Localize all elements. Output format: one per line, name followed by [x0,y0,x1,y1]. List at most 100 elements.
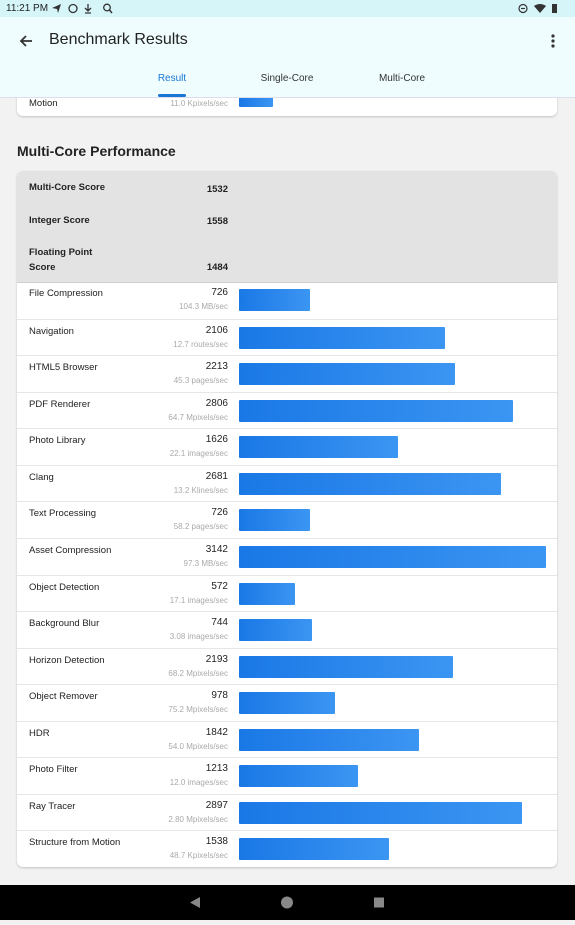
test-row: Navigation 2106 12.7 routes/sec [17,318,557,357]
test-row: Object Remover 978 75.2 Mpixels/sec [17,684,557,722]
notification-icons [52,3,113,14]
test-score: 1213 [205,763,228,775]
test-name: Background Blur [29,618,100,630]
test-name: HDR [29,727,50,739]
test-name: Structure from Motion [29,837,121,849]
test-detail: 104.3 MB/sec [179,302,228,311]
summary-score: 1484 [206,262,228,273]
summary-score: 1558 [206,216,228,227]
test-score: 978 [211,690,228,702]
test-score: 2193 [205,653,228,665]
test-detail: 75.2 Mpixels/sec [168,705,228,715]
results-card: Multi-Core Score 1532 Integer Score 1558 Flo… [17,171,557,867]
test-detail: 12.7 routes/sec [173,339,228,349]
summary-name: Multi-Core Score [29,182,106,193]
test-score: 2806 [205,397,228,409]
test-row: Clang 2681 13.2 Klines/sec [17,464,557,503]
test-score: 1626 [205,434,228,446]
test-detail: 68.2 Mpixels/sec [168,668,228,678]
menu-button[interactable] [548,33,558,49]
test-detail: 54.0 Mpixels/sec [168,741,228,751]
test-name: Photo Library [29,435,86,447]
test-name: Clang [29,471,54,483]
score-bar [239,838,390,861]
score-bar [239,619,312,642]
back-button[interactable] [18,33,34,49]
status-bar: 11:21 PM [0,0,575,17]
test-name: Ray Tracer [29,800,76,812]
nav-back[interactable] [190,897,200,908]
score-bar [239,289,310,311]
test-name: Motion [29,98,58,109]
test-row: Photo Library 1626 22.1 images/sec [17,428,557,466]
tab-indicator [158,94,186,97]
test-detail: 13.2 Klines/sec [173,485,228,495]
tab[interactable]: Result [157,73,187,84]
clock: 11:21 PM [6,3,49,14]
test-name: Asset Compression [29,544,112,556]
test-detail: 11.0 Kpixels/sec [170,99,228,108]
test-name: HTML5 Browser [29,362,98,374]
test-score: 2106 [205,324,228,336]
score-bar [239,472,501,495]
test-score: 726 [211,287,228,298]
score-bar [239,363,456,386]
test-detail: 45.3 pages/sec [173,376,228,386]
nav-recents[interactable] [374,897,384,908]
tab[interactable]: Single-Core [260,73,314,84]
test-score: 726 [211,507,228,519]
test-score: 2213 [205,361,228,373]
test-name: File Compression [29,288,103,299]
test-row: PDF Renderer 2806 64.7 Mpixels/sec [17,391,557,430]
test-detail: 12.0 images/sec [169,778,228,788]
test-score: 744 [211,617,228,629]
test-detail: 48.7 Kpixels/sec [169,851,228,861]
score-bar [239,399,514,422]
test-detail: 3.08 images/sec [169,632,228,642]
test-row: Photo Filter 1213 12.0 images/sec [17,757,557,795]
test-name: Object Detection [29,581,100,593]
test-row: Asset Compression 3142 97.3 MB/sec [17,537,557,576]
tab[interactable]: Multi-Core [378,73,426,84]
test-row: HDR 1842 54.0 Mpixels/sec [17,720,557,759]
test-score: 2897 [205,799,228,811]
score-bar [239,436,398,459]
test-detail: 17.1 images/sec [169,595,228,605]
test-row: Object Detection 572 17.1 images/sec [17,574,557,613]
navigation-bar [0,885,575,920]
score-bar [239,582,295,605]
test-detail: 58.2 pages/sec [173,522,228,532]
test-row: HTML5 Browser 2213 45.3 pages/sec [17,355,557,393]
test-row: Structure from Motion 1538 48.7 Kpixels/se… [17,830,557,867]
test-name: Navigation [29,325,74,337]
test-name: Horizon Detection [29,654,105,666]
status-icons [518,3,557,14]
score-bar [239,765,358,788]
test-row: File Compression 726 104.3 MB/sec [17,282,557,319]
summary-row: Floating Point Score 1484 [17,236,557,283]
app-title: Benchmark Results [49,31,188,48]
test-row: Text Processing 726 58.2 pages/sec [17,501,557,539]
summary-row: Multi-Core Score 1532 [17,171,557,205]
test-detail: 22.1 images/sec [169,449,228,459]
score-bar [239,545,546,568]
nav-home[interactable] [281,896,293,909]
score-bar [239,655,454,678]
summary-row: Integer Score 1558 [17,204,557,237]
summary-name: Floating Point Score [29,247,93,273]
test-detail: 2.80 Mpixels/sec [168,814,228,824]
test-row: Background Blur 744 3.08 images/sec [17,611,557,649]
test-name: Photo Filter [29,764,78,776]
section-title: Multi-Core Performance [17,143,176,159]
test-score: 572 [211,580,228,592]
test-name: Object Remover [29,691,98,703]
score-bar [239,326,445,349]
test-score: 2681 [205,470,228,482]
test-row: Ray Tracer 2897 2.80 Mpixels/sec [17,793,557,832]
score-bar [239,692,335,715]
test-score: 1842 [205,726,228,738]
score-bar [239,801,523,824]
test-score: 3142 [205,543,228,555]
summary-name: Integer Score [29,215,90,226]
summary-score: 1532 [206,184,228,195]
